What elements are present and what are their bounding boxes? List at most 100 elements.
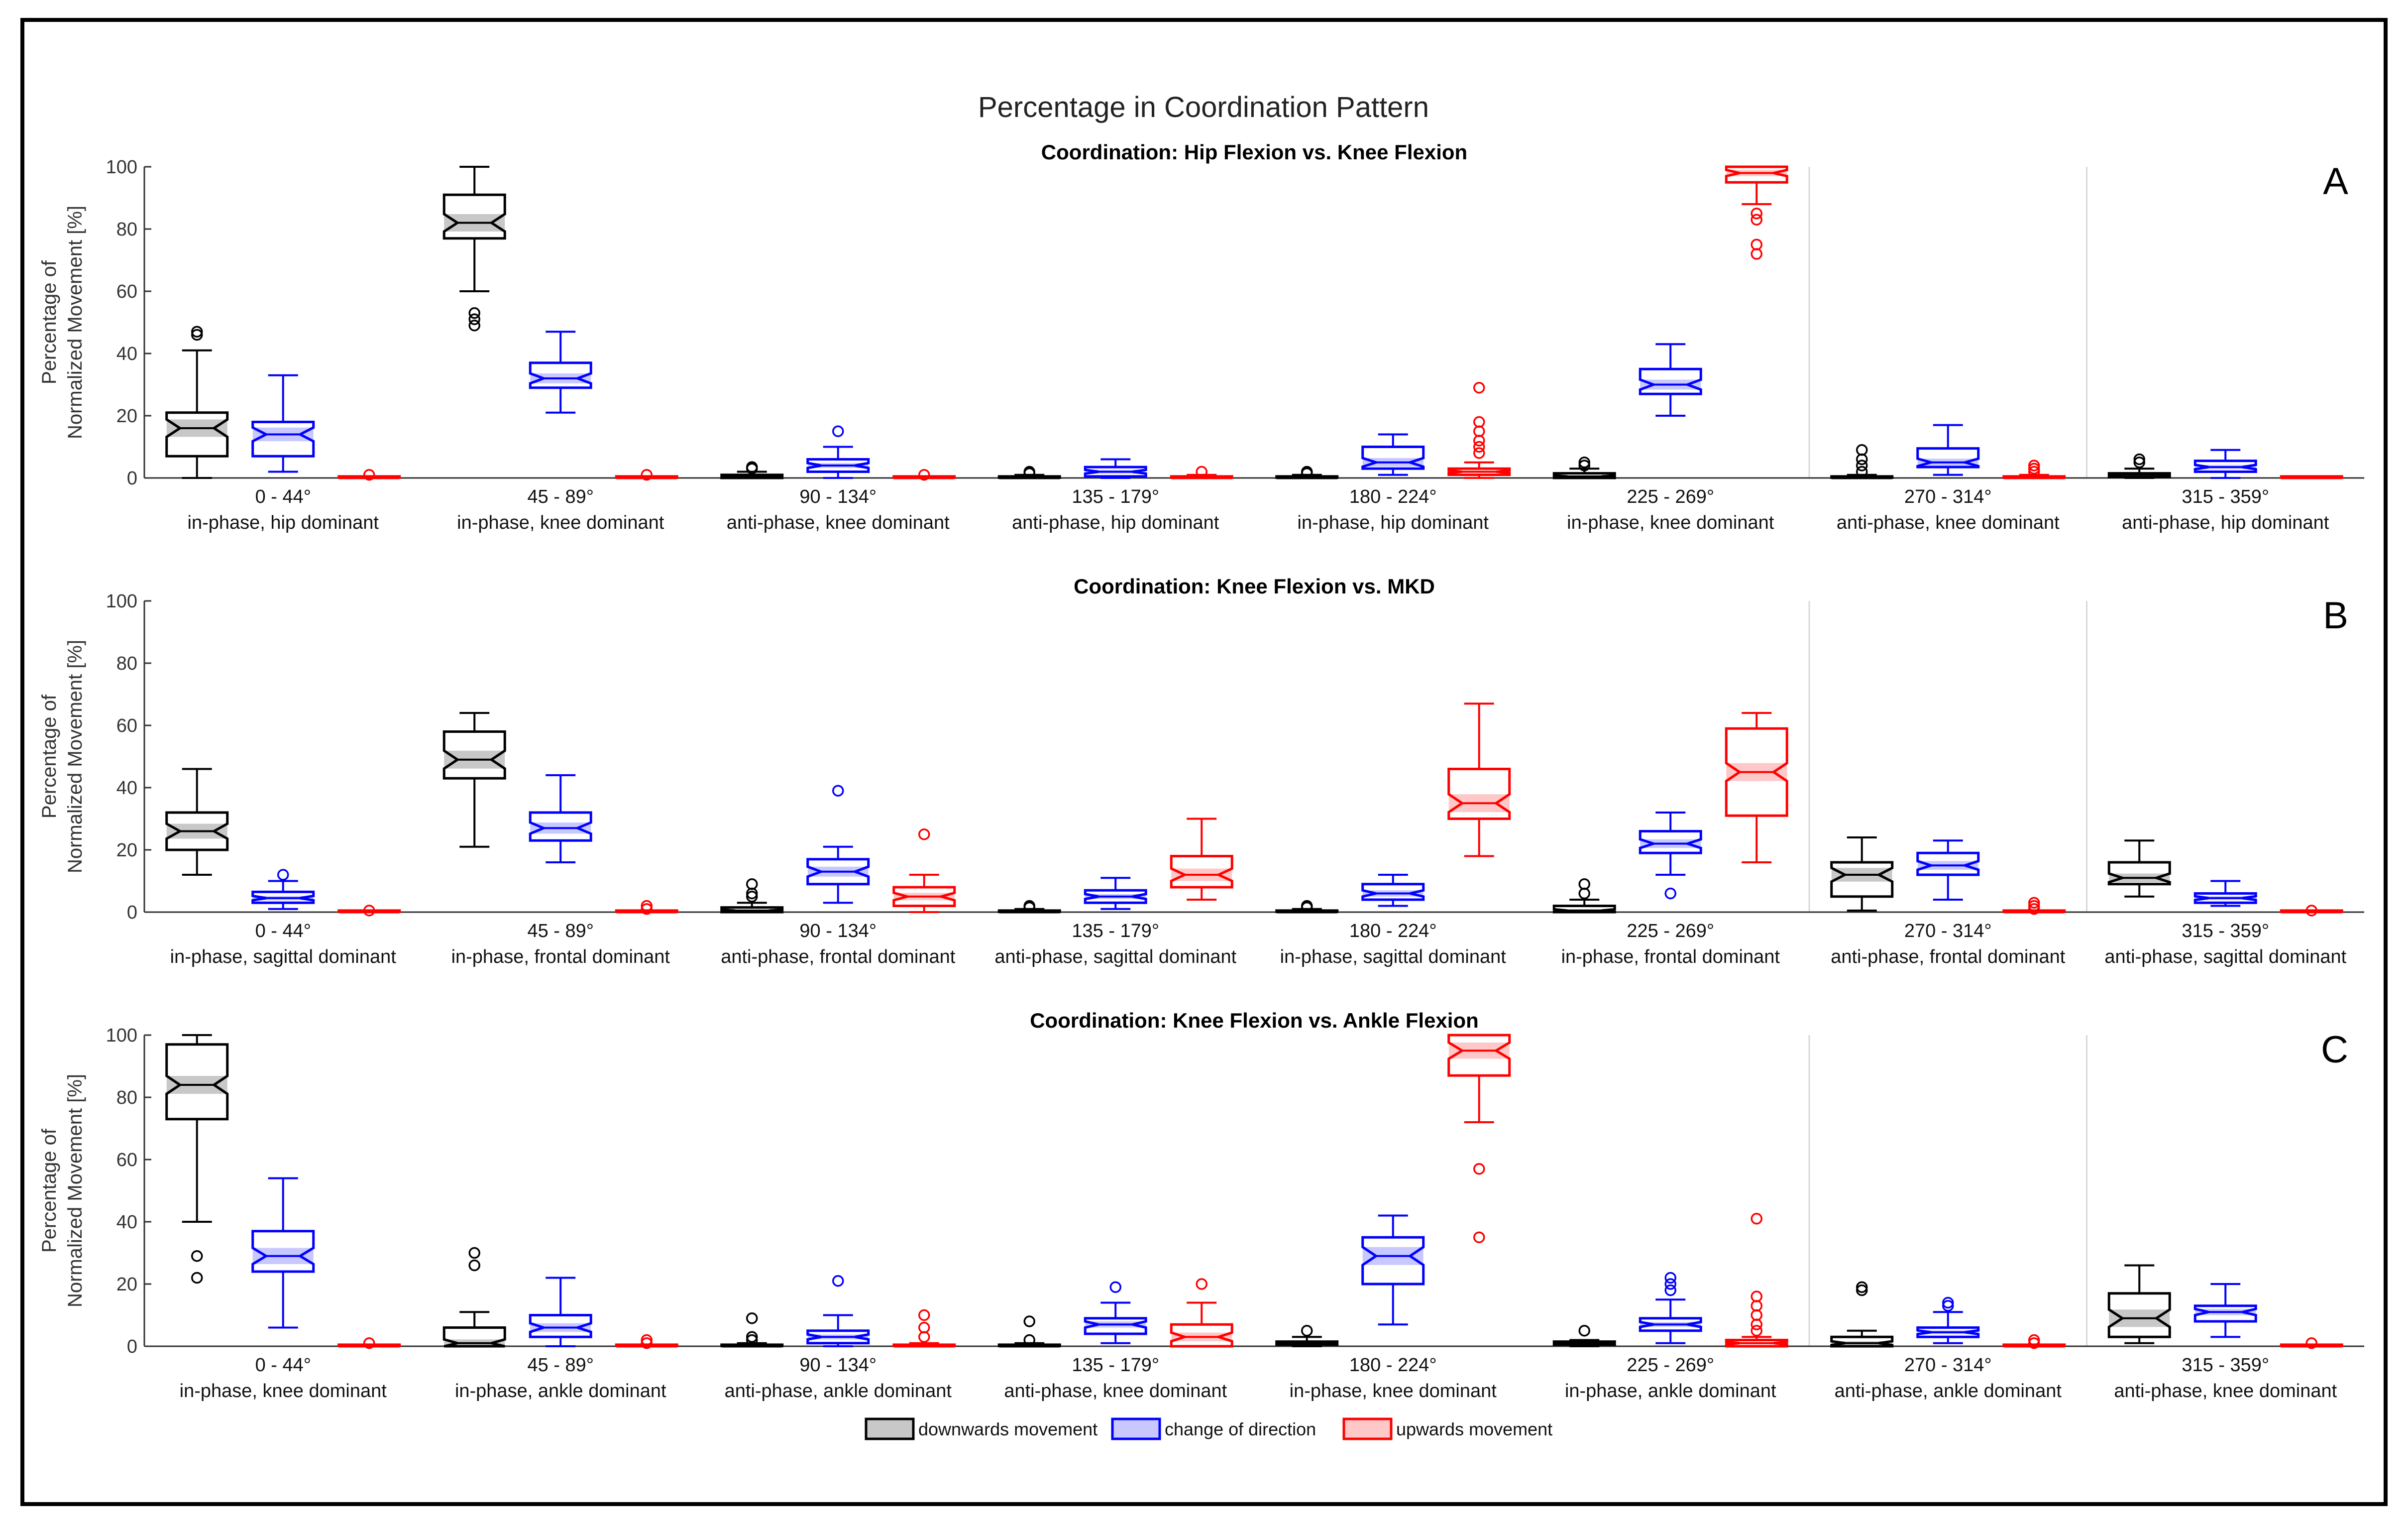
box-change-of-direction bbox=[2193, 1283, 2257, 1338]
box-downwards-movement bbox=[1830, 444, 1894, 479]
box-outline bbox=[442, 193, 506, 240]
x-category-description: in-phase, knee dominant bbox=[1567, 512, 1774, 533]
box-upwards-movement bbox=[892, 1309, 956, 1348]
outlier-point bbox=[1473, 447, 1485, 459]
box-downwards-movement bbox=[997, 466, 1061, 479]
outlier-point bbox=[363, 469, 375, 481]
outlier-point bbox=[363, 905, 375, 917]
box-outline bbox=[1830, 475, 1894, 479]
box-downwards-movement bbox=[442, 712, 506, 848]
outlier-point bbox=[1751, 238, 1762, 250]
x-category-description: anti-phase, knee dominant bbox=[1837, 512, 2060, 533]
outlier-point bbox=[2028, 1337, 2040, 1349]
box-outline bbox=[892, 886, 956, 907]
box-downwards-movement bbox=[1830, 1281, 1894, 1348]
box-upwards-movement bbox=[1170, 466, 1233, 479]
outlier-point bbox=[2028, 897, 2040, 909]
x-tick-label: 315 - 359° bbox=[2182, 921, 2269, 941]
outlier-point bbox=[641, 1334, 653, 1346]
box-downwards-movement bbox=[720, 1312, 784, 1348]
box-outline bbox=[892, 1343, 956, 1348]
box-change-of-direction bbox=[806, 1275, 870, 1347]
box-outline bbox=[1725, 165, 1788, 184]
outlier-point bbox=[746, 1312, 758, 1324]
x-tick-label: 270 - 314° bbox=[1904, 921, 1992, 941]
box-outline bbox=[1361, 446, 1425, 470]
y-tick-label: 0 bbox=[127, 468, 137, 489]
box-downwards-movement bbox=[1275, 900, 1339, 914]
box-outline bbox=[2002, 909, 2066, 914]
box-outline bbox=[2193, 892, 2257, 904]
box-downwards-movement bbox=[1552, 457, 1616, 479]
x-tick-label: 45 - 89° bbox=[527, 486, 594, 507]
box-outline bbox=[615, 475, 678, 479]
outlier-point bbox=[1473, 441, 1485, 453]
outlier-point bbox=[2133, 457, 2145, 469]
box-change-of-direction bbox=[2193, 880, 2257, 907]
outlier-point bbox=[1942, 1300, 1954, 1312]
legend-label: change of direction bbox=[1165, 1419, 1316, 1439]
outlier-point bbox=[2028, 460, 2040, 471]
panel-title: Coordination: Hip Flexion vs. Knee Flexi… bbox=[1041, 140, 1467, 164]
outlier-point bbox=[468, 313, 480, 325]
x-category-description: in-phase, ankle dominant bbox=[455, 1381, 666, 1402]
y-tick-label: 100 bbox=[106, 157, 137, 178]
outlier-point bbox=[1751, 1325, 1762, 1337]
box-upwards-movement bbox=[2280, 475, 2343, 479]
box-outline bbox=[1916, 851, 1980, 876]
box-outline bbox=[1361, 1236, 1425, 1286]
y-tick-label: 80 bbox=[116, 653, 137, 674]
outlier-point bbox=[641, 469, 653, 481]
box-change-of-direction bbox=[806, 425, 870, 479]
box-upwards-movement bbox=[337, 1337, 401, 1349]
box-outline bbox=[720, 473, 784, 479]
x-tick-label: 135 - 179° bbox=[1072, 1355, 1159, 1376]
box-downwards-movement bbox=[997, 900, 1061, 914]
box-outline bbox=[1447, 768, 1511, 820]
outlier-point bbox=[1578, 1325, 1590, 1337]
x-tick-label: 45 - 89° bbox=[527, 1355, 594, 1376]
y-tick-label: 40 bbox=[116, 778, 137, 799]
outlier-point bbox=[641, 900, 653, 912]
box-outline bbox=[806, 858, 870, 886]
outlier-point bbox=[2133, 453, 2145, 466]
outlier-point bbox=[641, 1337, 653, 1349]
x-category-description: in-phase, knee dominant bbox=[457, 512, 664, 533]
box-outline bbox=[1639, 1317, 1702, 1332]
y-tick-label: 80 bbox=[116, 1087, 137, 1108]
box-outline bbox=[251, 421, 315, 458]
legend-swatch bbox=[1111, 1417, 1161, 1440]
box-change-of-direction bbox=[1916, 1296, 1980, 1344]
outlier-point bbox=[2305, 1337, 2317, 1349]
x-category-description: anti-phase, sagittal dominant bbox=[994, 946, 1236, 967]
outlier-point bbox=[832, 425, 844, 437]
panel-title: Coordination: Knee Flexion vs. Ankle Fle… bbox=[1030, 1009, 1479, 1032]
outlier-point bbox=[1856, 444, 1868, 456]
box-outline bbox=[720, 1343, 784, 1348]
y-tick-label: 60 bbox=[116, 1150, 137, 1171]
box-outline bbox=[615, 1343, 678, 1348]
box-upwards-movement bbox=[615, 900, 678, 915]
box-downwards-movement bbox=[2107, 1264, 2171, 1344]
y-axis-label: Percentage of bbox=[38, 260, 60, 384]
box-outline bbox=[892, 475, 956, 479]
outlier-point bbox=[191, 1250, 203, 1262]
box-outline bbox=[337, 475, 401, 479]
box-outline bbox=[1447, 1034, 1511, 1077]
legend-item: downwards movement bbox=[865, 1417, 1097, 1440]
legend-label: upwards movement bbox=[1396, 1419, 1552, 1439]
y-tick-label: 40 bbox=[116, 344, 137, 364]
legend: downwards movement change of direction upw… bbox=[865, 1417, 1552, 1440]
box-upwards-movement bbox=[892, 828, 956, 913]
box-outline bbox=[1916, 447, 1980, 469]
box-outline bbox=[1725, 727, 1788, 817]
box-downwards-movement bbox=[165, 1034, 229, 1284]
box-downwards-movement bbox=[165, 326, 229, 479]
outlier-point bbox=[1664, 1272, 1676, 1284]
outlier-point bbox=[2028, 463, 2040, 474]
legend-item: upwards movement bbox=[1342, 1417, 1552, 1440]
box-change-of-direction bbox=[1084, 458, 1147, 479]
box-outline bbox=[997, 475, 1061, 479]
panel-b: 0 20 40 60 80 100 Percentage of Normalized Move… bbox=[38, 575, 2364, 967]
